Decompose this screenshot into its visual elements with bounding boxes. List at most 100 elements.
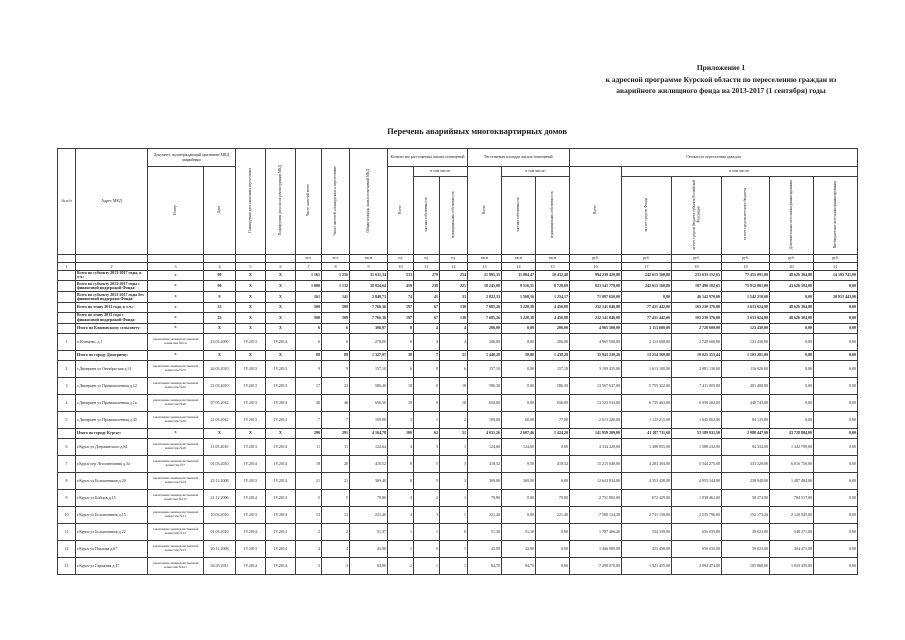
cell: 3 633 624,00 bbox=[721, 311, 770, 324]
table-row: 6 г.Курск ул Дзержинского д.84 заключение … bbox=[57, 437, 858, 456]
cell: 1 bbox=[413, 556, 440, 575]
cell: 8 bbox=[57, 471, 76, 490]
cell: заключение межведомственной комиссии №45 bbox=[147, 410, 204, 429]
unit-cell bbox=[235, 253, 266, 263]
colnum-cell: 2 bbox=[75, 261, 148, 271]
cell: 0,00 bbox=[813, 301, 858, 313]
cell: 33 bbox=[439, 291, 468, 303]
summary-row: Всего по этапу 2013 года, в т.ч.: Х 23 Х Х 50… bbox=[57, 301, 858, 313]
cell: 5 bbox=[295, 488, 322, 507]
cell: г.Курск ул Большевиков д.20 bbox=[75, 471, 148, 490]
cell: 10.03.2010 bbox=[203, 505, 236, 524]
cell: 0,00 bbox=[813, 488, 858, 507]
cell: заключение межведомственной комиссии №б/… bbox=[147, 332, 204, 351]
cell: 75 912 881,00 bbox=[721, 280, 770, 293]
cell: 11 bbox=[321, 437, 350, 456]
col-header-cost-local-budget: за счет средств местного бюджета bbox=[721, 176, 770, 255]
cell: 232 141 046,00 bbox=[569, 301, 622, 313]
cell: 48 626 304,00 bbox=[769, 301, 814, 313]
cell: 548 271,00 bbox=[769, 522, 814, 541]
cell: г.Курск ул Гаражная д.47 bbox=[75, 556, 148, 575]
cell: г.Курск ул Павлова д.67 bbox=[75, 539, 148, 558]
col-header-count-total: Всего bbox=[387, 166, 414, 255]
cell: 3 228,38 bbox=[501, 311, 536, 324]
cell: г.Дмитриев ул Октябрьская д.31 bbox=[75, 359, 148, 378]
cell: заключение межведомственной комиссии №11… bbox=[147, 488, 204, 507]
cell: 103 230 376,00 bbox=[671, 311, 722, 324]
cell: Х bbox=[265, 280, 296, 293]
col-group-area-including: в том числе: bbox=[501, 166, 570, 177]
cell: 18 bbox=[439, 393, 468, 412]
cell: IV.2014 bbox=[265, 332, 296, 351]
cell: 6 bbox=[295, 322, 322, 334]
cell: 20.12.2008 bbox=[203, 539, 236, 558]
cell: 77 431 442,00 bbox=[621, 311, 672, 324]
col-header-num: № п/п bbox=[57, 148, 76, 255]
cell: 89 bbox=[295, 349, 322, 361]
cell: 784 517,00 bbox=[769, 488, 814, 507]
cell: 18 bbox=[387, 376, 414, 395]
unit-cell: руб. bbox=[769, 253, 814, 263]
cell: 77 455 091,00 bbox=[721, 269, 770, 282]
cell: 21.03.2010 bbox=[203, 376, 236, 395]
summary-row: Всего по этапу 2013 года с финансовой по… bbox=[57, 311, 858, 324]
cell: 10 bbox=[57, 505, 76, 524]
col-group-count: Количество расселяемых жилых помещений bbox=[387, 148, 468, 167]
cell: 1 446 989,00 bbox=[569, 539, 622, 558]
cell: 221,40 bbox=[349, 505, 388, 524]
cell: 650,00 bbox=[467, 393, 502, 412]
cell: 84,90 bbox=[349, 556, 388, 575]
cell: 0,00 bbox=[769, 376, 814, 395]
cell: 221,40 bbox=[535, 505, 570, 524]
cell: заключение межведомственной комиссии №11 bbox=[147, 505, 204, 524]
cell: 90 bbox=[203, 280, 236, 293]
cell: г.Курск ул Дзержинского д.84 bbox=[75, 437, 148, 456]
table-row: 4 г.Дмитриев ул Промышленная д.1а заключен… bbox=[57, 393, 858, 412]
cell: Итого по городу Курску: bbox=[75, 427, 148, 439]
col-group-cost: Стоимость переселения граждан bbox=[569, 148, 858, 167]
cell: 21 bbox=[295, 471, 322, 490]
cell: 453 458,00 bbox=[621, 539, 672, 558]
cell: 369,40 bbox=[349, 471, 388, 490]
cell: 4 bbox=[413, 332, 440, 351]
cell: Х bbox=[203, 427, 236, 439]
unit-cell: кв.м bbox=[501, 253, 536, 263]
cell: 43 626 504,00 bbox=[769, 280, 814, 293]
cell: 2 081 130,00 bbox=[671, 359, 722, 378]
cell: Х bbox=[147, 269, 204, 282]
cell: 7 580 124,30 bbox=[569, 505, 622, 524]
cell: 43,90 bbox=[349, 539, 388, 558]
cell: 31 bbox=[439, 349, 468, 361]
cell bbox=[57, 311, 76, 324]
cell: 369,00 bbox=[467, 471, 502, 490]
cell: Всего по субъекту 2013-2017 годы, в т.ч.… bbox=[75, 269, 148, 282]
cell: 71 097 650,00 bbox=[569, 291, 622, 303]
cell: IV.2014 bbox=[265, 437, 296, 456]
cell: 672 429,00 bbox=[621, 488, 672, 507]
col-header-doc-date: Дата bbox=[203, 166, 236, 255]
cell: 4 031,26 bbox=[467, 427, 502, 439]
cell: 534 339,00 bbox=[621, 522, 672, 541]
cell: 7 bbox=[413, 349, 440, 361]
cell: IV.2014 bbox=[235, 488, 266, 507]
cell: 6 735 463,00 bbox=[621, 393, 672, 412]
cell: 2 113 600,00 bbox=[621, 322, 672, 334]
cell: 04.03.2011 bbox=[203, 556, 236, 575]
cell: 0 bbox=[413, 376, 440, 395]
colnum-cell: 20 bbox=[769, 261, 814, 271]
colnum-cell: 4 bbox=[203, 261, 236, 271]
cell: 2 988 447,00 bbox=[721, 427, 770, 439]
cell: 586,30 bbox=[535, 376, 570, 395]
cell: 51,30 bbox=[467, 522, 502, 541]
cell: Х bbox=[265, 349, 296, 361]
cell: 103 230 376,00 bbox=[671, 301, 722, 313]
col-header-area-private: частная собственность bbox=[501, 176, 536, 255]
unit-cell: руб. bbox=[621, 253, 672, 263]
cell: 1 440,28 bbox=[467, 349, 502, 361]
cell: 3 bbox=[387, 410, 414, 429]
cell: 221 bbox=[439, 280, 468, 293]
cell: 4 bbox=[57, 393, 76, 412]
cell: 99 bbox=[203, 269, 236, 282]
cell: 3 bbox=[321, 556, 350, 575]
cell: 0,00 bbox=[769, 322, 814, 334]
